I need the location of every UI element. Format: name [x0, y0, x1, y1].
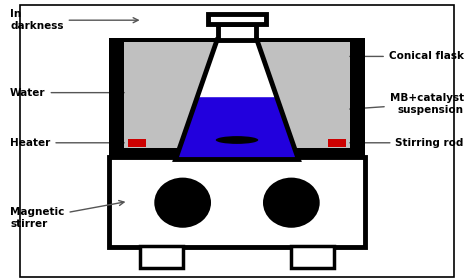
Bar [128, 139, 146, 147]
Ellipse shape [216, 136, 258, 144]
Text: In
darkness: In darkness [10, 10, 138, 31]
Bar [109, 157, 365, 247]
Bar [109, 38, 365, 42]
Text: Heater: Heater [10, 138, 124, 148]
Text: Stirring rod: Stirring rod [350, 138, 464, 148]
Bar [109, 148, 365, 157]
Text: Water: Water [10, 88, 124, 98]
Polygon shape [175, 97, 299, 160]
Bar [109, 38, 124, 157]
Bar [218, 24, 256, 40]
Ellipse shape [263, 178, 319, 228]
Bar [208, 14, 266, 24]
Bar [140, 246, 182, 268]
Text: MB+catalyst
suspension: MB+catalyst suspension [350, 93, 464, 115]
Bar [328, 139, 346, 147]
Bar [292, 246, 334, 268]
Text: Magnetic
stirrer: Magnetic stirrer [10, 200, 124, 229]
Text: Conical flask: Conical flask [350, 52, 464, 61]
Bar [350, 38, 365, 157]
Bar [124, 41, 350, 148]
Polygon shape [175, 40, 299, 160]
Ellipse shape [155, 178, 211, 228]
